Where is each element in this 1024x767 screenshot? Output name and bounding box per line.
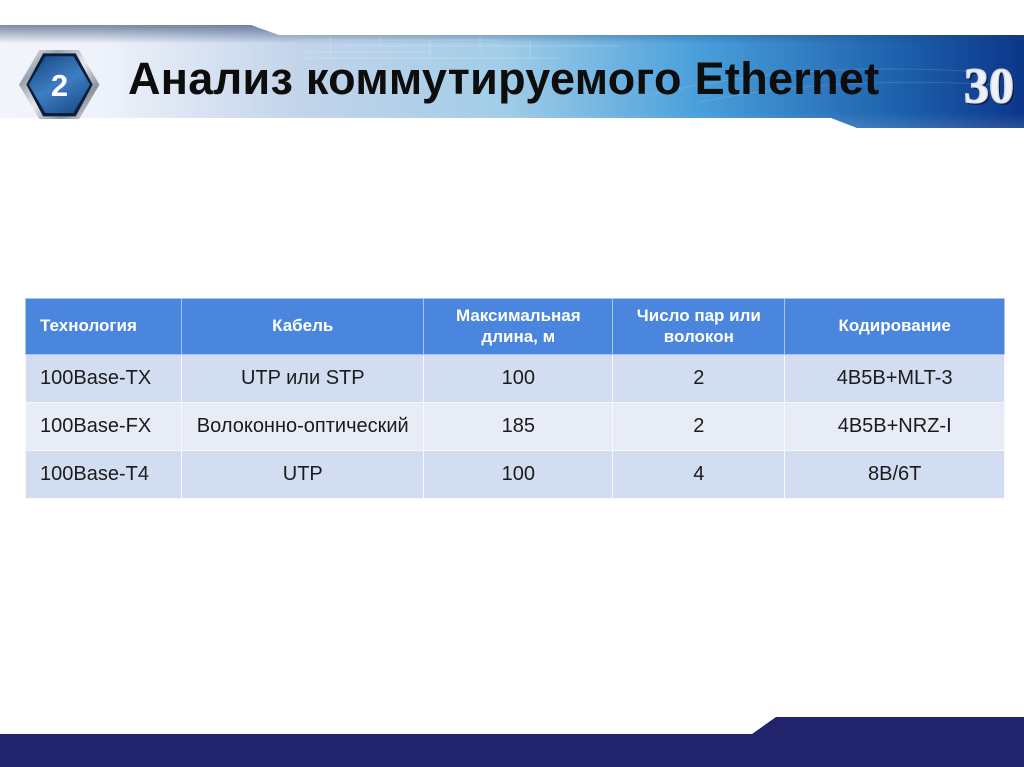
svg-text:2: 2	[51, 68, 68, 103]
